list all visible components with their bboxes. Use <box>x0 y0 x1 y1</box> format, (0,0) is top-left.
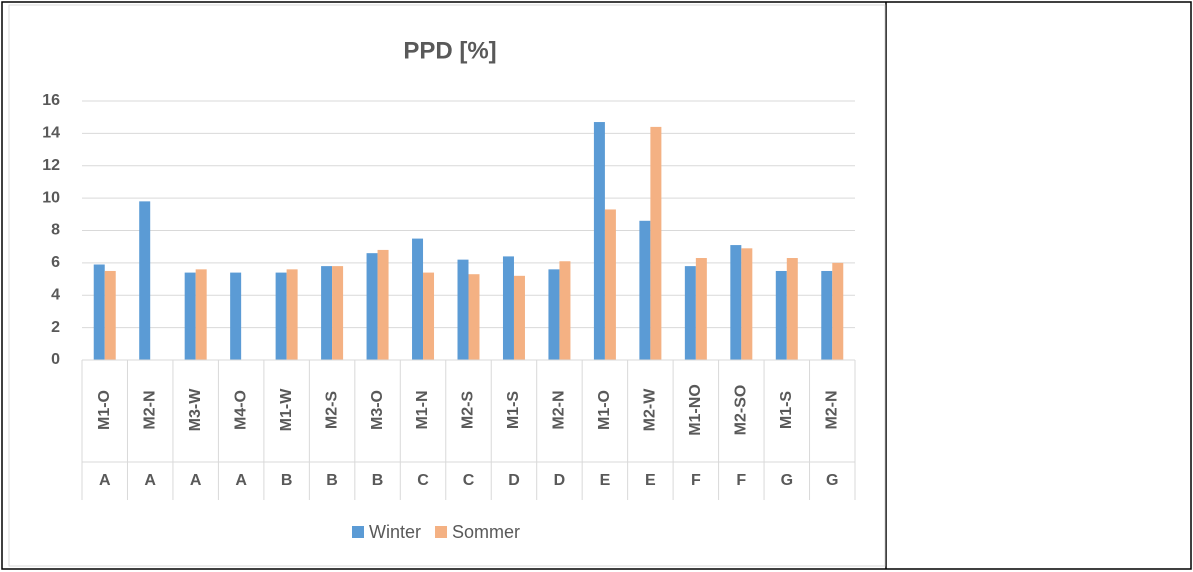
x-group-label: G <box>781 472 793 489</box>
bar <box>502 256 514 360</box>
x-tick-label: M1-NO <box>687 384 704 436</box>
x-tick-label: M4-O <box>232 390 249 430</box>
bar <box>639 220 651 360</box>
bar <box>604 209 616 360</box>
x-tick-label: M2-N <box>823 390 840 429</box>
x-group-label: A <box>144 472 156 489</box>
x-tick-label: M1-S <box>778 391 795 430</box>
bar <box>786 258 798 360</box>
bar <box>559 261 571 360</box>
x-tick-label: M2-W <box>642 388 659 432</box>
x-group-label: A <box>190 472 202 489</box>
bar <box>457 259 469 360</box>
y-tick-label: 14 <box>42 125 60 142</box>
y-tick-label: 6 <box>51 254 60 271</box>
bar <box>275 272 287 360</box>
x-group-label: E <box>645 472 656 489</box>
bar <box>650 126 662 361</box>
x-group-label: D <box>554 472 566 489</box>
x-tick-label: M1-S <box>505 391 522 430</box>
x-tick-label: M1-O <box>96 390 113 430</box>
x-tick-label: M3-W <box>187 388 204 432</box>
bar <box>332 266 344 360</box>
bar <box>412 238 424 360</box>
y-tick-label: 16 <box>42 92 60 109</box>
bar <box>93 264 105 360</box>
bar <box>139 201 151 360</box>
bar <box>286 269 298 360</box>
x-tick-label: M2-SO <box>733 385 750 436</box>
x-tick-label: M2-N <box>551 390 568 429</box>
y-tick-label: 8 <box>51 222 60 239</box>
y-tick-label: 2 <box>51 319 60 336</box>
legend-label: Winter <box>369 522 421 542</box>
x-group-label: B <box>281 472 293 489</box>
x-group-label: F <box>736 472 746 489</box>
y-tick-label: 0 <box>51 351 60 368</box>
bar <box>230 272 242 360</box>
bar <box>366 253 378 360</box>
bar <box>513 275 525 360</box>
y-tick-label: 4 <box>51 286 60 303</box>
bar <box>377 249 389 360</box>
x-group-label: C <box>417 472 429 489</box>
x-tick-label: M3-O <box>369 390 386 430</box>
x-group-label: A <box>99 472 111 489</box>
bar <box>832 262 844 360</box>
bar <box>423 272 435 360</box>
x-group-label: B <box>326 472 338 489</box>
x-group-label: C <box>463 472 475 489</box>
legend-label: Sommer <box>452 522 520 542</box>
x-group-label: D <box>508 472 520 489</box>
x-group-label: E <box>600 472 611 489</box>
x-tick-label: M1-N <box>414 390 431 429</box>
bar <box>695 258 707 360</box>
bar <box>684 266 696 360</box>
x-tick-label: M2-N <box>141 390 158 429</box>
x-group-label: F <box>691 472 701 489</box>
y-tick-label: 12 <box>42 157 60 174</box>
x-tick-label: M1-O <box>596 390 613 430</box>
legend-swatch <box>435 526 448 538</box>
x-tick-label: M2-S <box>460 391 477 430</box>
x-tick-label: M2-S <box>323 391 340 430</box>
x-group-label: G <box>826 472 838 489</box>
x-tick-label: M1-W <box>278 388 295 432</box>
x-group-label: B <box>372 472 384 489</box>
bar <box>775 270 787 360</box>
x-group-label: A <box>235 472 247 489</box>
chart-title: PPD [%] <box>403 37 496 64</box>
bar <box>104 270 116 360</box>
bar <box>468 274 480 360</box>
bar <box>548 269 560 360</box>
bar <box>184 272 196 360</box>
bar <box>730 245 742 360</box>
bar <box>593 122 605 360</box>
bar <box>821 270 833 360</box>
bar <box>195 269 207 360</box>
legend-swatch <box>352 526 364 538</box>
bar <box>321 266 333 360</box>
bar <box>741 248 753 360</box>
y-tick-label: 10 <box>42 189 60 206</box>
